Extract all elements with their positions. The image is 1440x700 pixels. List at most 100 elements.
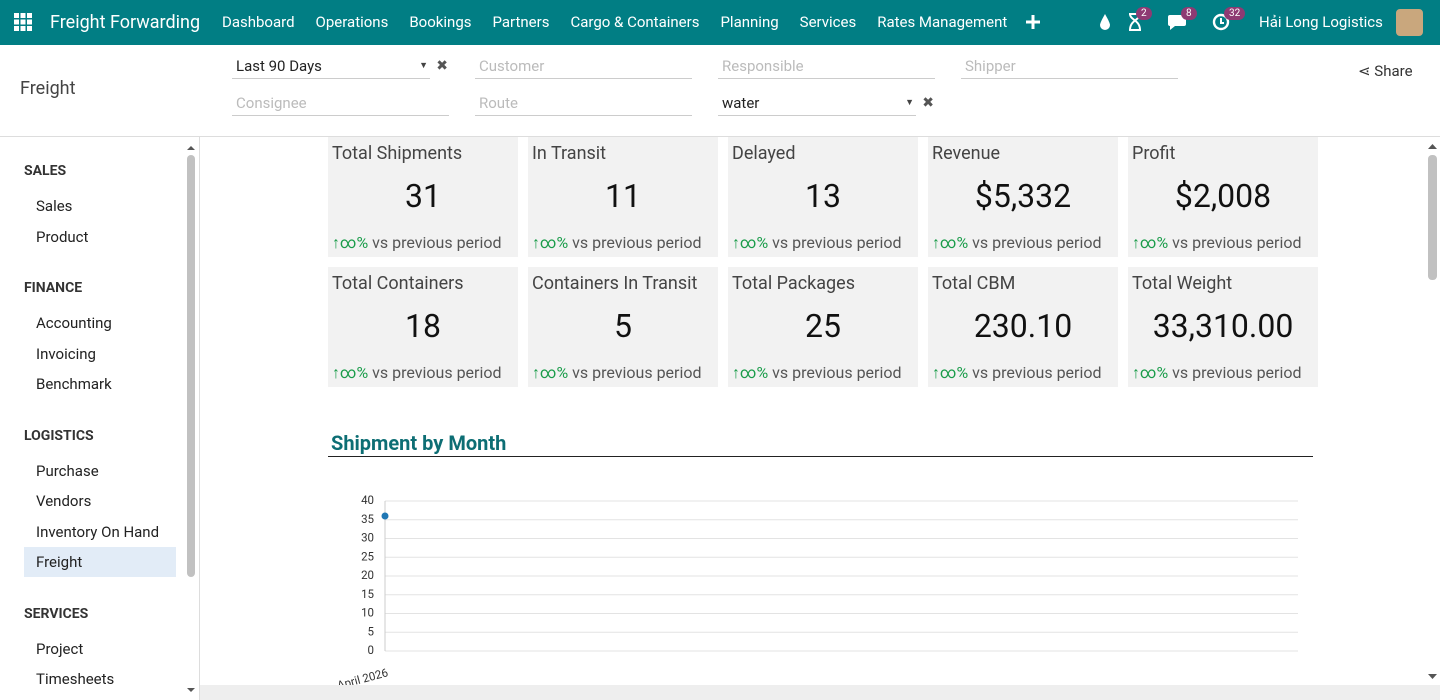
section-heading: FINANCE [24,280,83,296]
kpi-card[interactable]: Total CBM 230.10 ↑∞% vs previous period [928,267,1118,387]
sidebar-item[interactable]: Inventory On Hand [36,522,160,541]
kpi-title: Revenue [932,143,1001,164]
x-tick-label: April 2026 [336,665,390,685]
kpi-card[interactable]: Total Weight 33,310.00 ↑∞% vs previous per… [1128,267,1318,387]
trend-arrow: ↑ [332,363,340,382]
menu-item[interactable]: Rates Management [877,13,1008,31]
sidebar-item[interactable]: Sales [36,197,73,215]
kpi-value: 5 [614,307,632,345]
trend-arrow: ↑ [932,233,940,252]
navbar: Freight Forwarding Dashboard Operations Bo… [0,0,1440,45]
date-value: Last 90 Days [236,57,322,75]
y-tick-label: 5 [368,624,375,638]
trend-arrow: ↑ [532,233,540,252]
sidebar: SALES Sales Product FINANCE Accounting Invoic… [0,137,200,700]
clear[interactable]: ✖ [436,58,448,74]
kpi-value: 31 [405,177,441,215]
kpi-footer: ↑∞% vs previous period [732,233,902,253]
kpi-card[interactable]: Total Shipments 31 ↑∞% vs previous period [328,137,518,257]
consignee-filter[interactable]: Consignee [232,92,449,116]
share-button[interactable]: ⋖ Share [1358,62,1413,80]
badge: 2 [1136,7,1152,20]
kpi-card[interactable]: Total Packages 25 ↑∞% vs previous period [728,267,918,387]
section-heading: SALES [24,163,67,179]
clock-icon[interactable] [1212,13,1230,31]
add-icon[interactable] [1026,13,1040,31]
chat-icon[interactable] [1167,13,1187,31]
customer-filter[interactable]: Customer [475,55,692,79]
share-label: Share [1374,62,1413,80]
kpi-footer: ↑∞% vs previous period [932,363,1102,383]
clear[interactable]: ✖ [922,95,934,111]
kpi-note: vs previous period [372,233,502,252]
y-tick-label: 30 [361,531,374,545]
drop-icon[interactable] [1098,13,1112,31]
menu-item[interactable]: Bookings [409,13,472,31]
shipper-filter[interactable]: Shipper [961,55,1178,79]
kpi-card[interactable]: Revenue $5,332 ↑∞% vs previous period [928,137,1118,257]
transport-value: water [722,94,760,112]
kpi-footer: ↑∞% vs previous period [332,233,502,253]
kpi-title: In Transit [532,143,607,164]
company-switcher[interactable]: Hải Long Logistics [1259,13,1383,31]
kpi-note: vs previous period [972,363,1102,382]
section-rule [328,456,1313,457]
menu-item[interactable]: Services [799,13,857,31]
trend-arrow: ↑ [532,363,540,382]
activity-icon[interactable] [1127,13,1143,31]
avatar[interactable] [1396,9,1423,36]
kpi-card[interactable]: In Transit 11 ↑∞% vs previous period [528,137,718,257]
app-name[interactable]: Freight Forwarding [50,12,201,33]
kpi-card[interactable]: Containers In Transit 5 ↑∞% vs previous pe… [528,267,718,387]
kpi-title: Containers In Transit [532,273,698,294]
badge: 8 [1181,7,1197,20]
menu-item[interactable]: Operations [315,13,389,31]
kpi-change: ∞% [1140,233,1169,252]
sidebar-item[interactable]: Product [36,227,89,246]
kpi-card[interactable]: Total Containers 18 ↑∞% vs previous period [328,267,518,387]
responsible-filter[interactable]: Responsible [718,55,935,79]
trend-arrow: ↑ [1132,233,1140,252]
y-tick-label: 0 [368,643,374,657]
scrollbar[interactable] [1425,137,1440,685]
sidebar-item[interactable]: Project [36,639,84,658]
kpi-title: Total CBM [932,273,1016,294]
kpi-value: 33,310.00 [1152,307,1294,345]
kpi-change: ∞% [940,363,969,382]
sidebar-item[interactable]: Benchmark [36,375,112,393]
menu-item[interactable]: Planning [720,13,779,31]
kpi-title: Profit [1132,143,1176,164]
route-filter[interactable]: Route [475,92,692,116]
scrollbar[interactable] [186,145,196,693]
breadcrumb: Freight [20,78,76,99]
trend-arrow: ↑ [732,363,740,382]
kpi-card[interactable]: Profit $2,008 ↑∞% vs previous period [1128,137,1318,257]
transport-filter[interactable]: water ▼ ✖ [718,92,934,116]
menu-item[interactable]: Cargo & Containers [570,13,700,31]
sidebar-item[interactable]: Invoicing [36,344,96,363]
kpi-change: ∞% [940,233,969,252]
kpi-footer: ↑∞% vs previous period [1132,233,1302,253]
kpi-value: 13 [805,177,841,215]
kpi-change: ∞% [740,233,769,252]
kpi-change: ∞% [340,233,369,252]
kpi-change: ∞% [740,363,769,382]
sidebar-item[interactable]: Vendors [36,492,92,510]
apps-icon[interactable] [14,13,32,31]
kpi-note: vs previous period [772,233,902,252]
menu-item[interactable]: Partners [492,13,550,31]
kpi-card[interactable]: Delayed 13 ↑∞% vs previous period [728,137,918,257]
sidebar-item[interactable]: Timesheets [36,670,115,688]
y-tick-label: 40 [361,493,374,507]
kpi-value: 11 [605,177,641,215]
menu-item[interactable]: Dashboard [222,13,295,31]
point [381,512,389,520]
sidebar-item[interactable]: Freight [24,547,176,577]
sidebar-item[interactable]: Accounting [36,314,112,332]
kpi-note: vs previous period [572,363,702,382]
kpi-title: Delayed [732,143,796,164]
footer-bar [200,685,1440,700]
date-filter[interactable]: Last 90 Days ▼ ✖ [232,55,448,79]
sidebar-item[interactable]: Purchase [36,461,99,480]
